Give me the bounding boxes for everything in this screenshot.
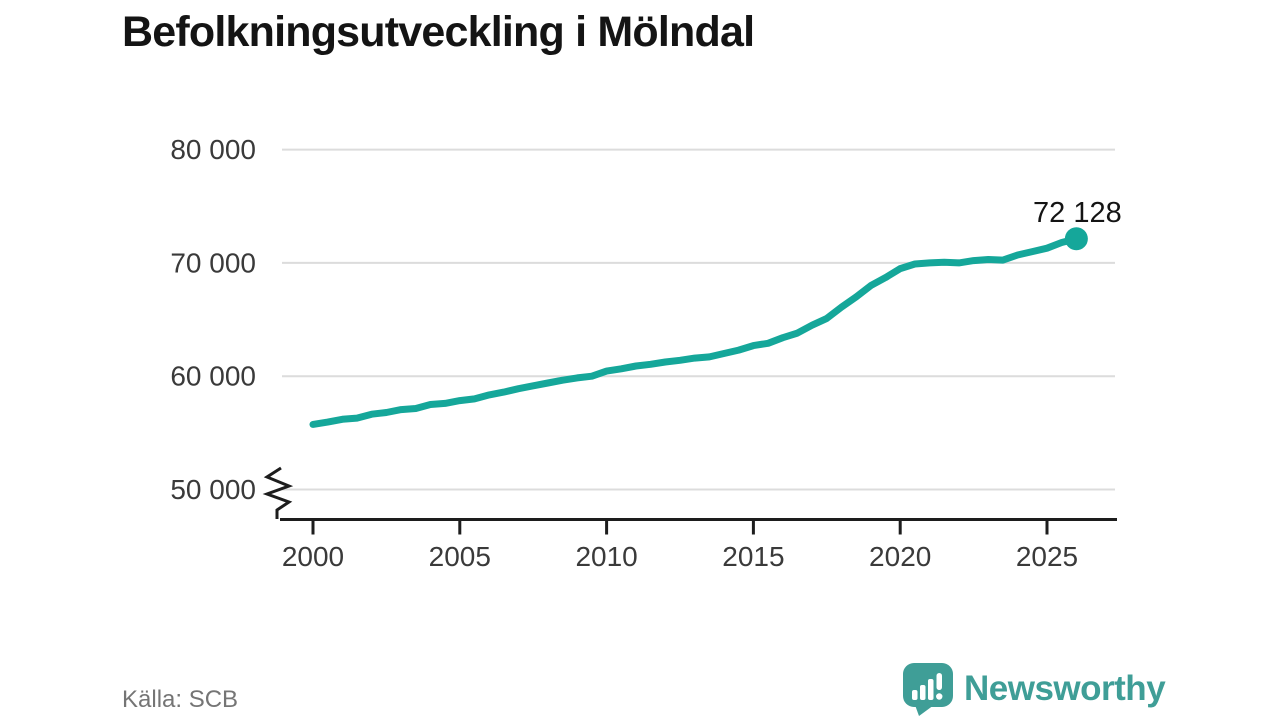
x-tick-label-2010: 2010 xyxy=(575,541,637,572)
x-tick-label-2020: 2020 xyxy=(869,541,931,572)
x-tick-label-2025: 2025 xyxy=(1016,541,1078,572)
x-tick-label-2000: 2000 xyxy=(282,541,344,572)
y-tick-label-50000: 50 000 xyxy=(170,474,256,505)
chart-title: Befolkningsutveckling i Mölndal xyxy=(122,8,755,56)
newsworthy-speech-bubble-bar-chart-icon xyxy=(903,663,953,716)
newsworthy-logo: Newsworthy xyxy=(902,662,1166,716)
population-series-line xyxy=(309,235,1080,428)
source-note: Källa: SCB xyxy=(122,686,239,713)
series-end-dot xyxy=(1064,227,1088,251)
brand-name: Newsworthy xyxy=(964,669,1166,708)
y-tick-label-70000: 70 000 xyxy=(170,247,256,278)
y-axis-break-zigzag xyxy=(262,466,294,519)
y-tick-label-60000: 60 000 xyxy=(170,361,256,392)
end-value-label: 72 128 xyxy=(1033,197,1122,229)
x-tick-label-2015: 2015 xyxy=(722,541,784,572)
y-tick-label-80000: 80 000 xyxy=(170,134,256,165)
x-tick-label-2005: 2005 xyxy=(429,541,491,572)
